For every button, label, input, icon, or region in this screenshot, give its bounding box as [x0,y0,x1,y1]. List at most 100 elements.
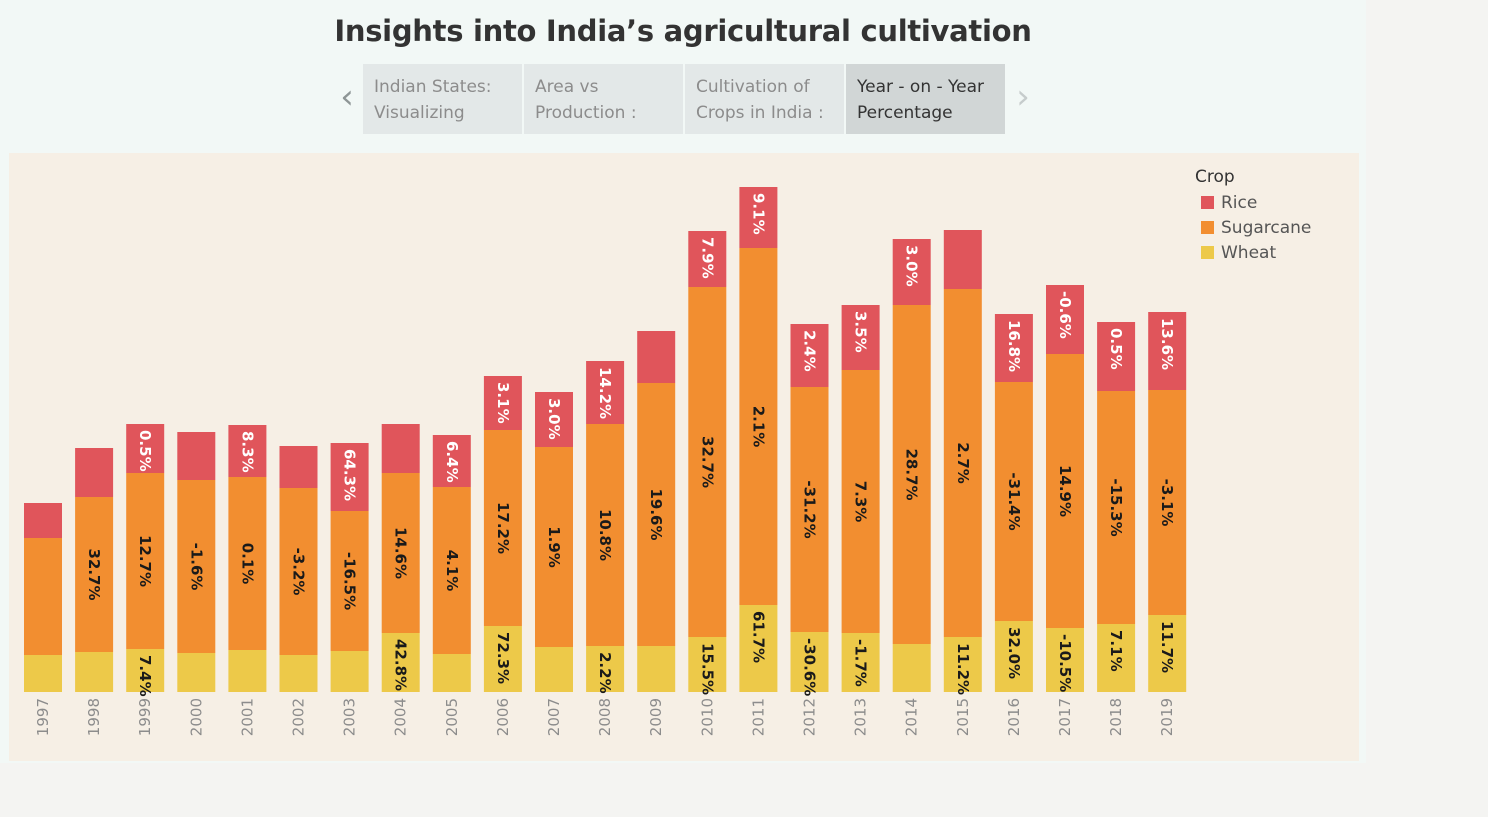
bar-wheat-2000[interactable] [177,653,216,692]
bar-sugarcane-2019[interactable] [1148,390,1187,615]
bar-rice-2008[interactable] [586,361,625,424]
bar-rice-2016[interactable] [994,314,1033,382]
bar-label-wheat-2004: 42.8% [392,639,410,691]
bar-rice-2012[interactable] [790,324,829,387]
bar-rice-2017[interactable] [1046,285,1084,354]
bar-wheat-2005[interactable] [432,654,471,692]
bar-sugarcane-2000[interactable] [177,480,216,653]
bar-sugarcane-1998[interactable] [75,497,114,652]
bar-wheat-2019[interactable] [1148,615,1187,692]
bar-wheat-2004[interactable] [381,633,420,692]
bar-label-sugarcane-2018: -15.3% [1107,478,1125,536]
bar-wheat-1999[interactable] [126,649,165,692]
bar-sugarcane-2017[interactable] [1046,354,1084,628]
legend-swatch-sugarcane [1201,221,1214,234]
bar-sugarcane-2015[interactable] [943,289,982,637]
bar-rice-2019[interactable] [1148,312,1187,390]
bar-label-wheat-2017: -10.5% [1056,634,1074,692]
bar-sugarcane-2004[interactable] [381,473,420,633]
chevron-right-icon[interactable]: › [1016,77,1030,117]
x-tick-label-2016: 2016 [1005,698,1023,736]
legend-item-rice[interactable]: Rice [1195,190,1311,215]
bar-sugarcane-2002[interactable] [279,488,318,655]
bar-rice-1999[interactable] [126,424,165,473]
bar-rice-2014[interactable] [892,239,931,305]
bar-wheat-2017[interactable] [1046,628,1084,692]
bar-label-wheat-2013: -1.7% [852,639,870,687]
legend-swatch-wheat [1201,246,1214,259]
bar-sugarcane-2013[interactable] [841,370,880,633]
bar-wheat-2014[interactable] [892,644,931,692]
bar-sugarcane-2008[interactable] [586,424,625,646]
bar-wheat-2015[interactable] [943,637,982,692]
bar-label-sugarcane-1999: 12.7% [136,535,154,587]
legend-item-sugarcane[interactable]: Sugarcane [1195,215,1311,240]
bar-rice-2000[interactable] [177,432,216,480]
bar-rice-2001[interactable] [228,425,267,477]
bar-rice-2018[interactable] [1097,322,1136,391]
x-tick-label-2017: 2017 [1056,698,1074,736]
chart-panel: 1997 32.7% 1998 7.4% 12.7% 0.5% 1999 -1.6% 2000 0… [9,153,1359,761]
bar-wheat-2002[interactable] [279,655,318,692]
bar-wheat-2011[interactable] [739,605,778,692]
story-point-cultivation-of-crops[interactable]: Cultivation of Crops in India : [685,64,844,134]
story-point-area-vs-production[interactable]: Area vs Production : [524,64,683,134]
bar-wheat-1998[interactable] [75,652,114,692]
bar-sugarcane-1999[interactable] [126,473,165,649]
bar-rice-2003[interactable] [330,443,369,511]
bar-rice-2006[interactable] [483,376,522,430]
bar-rice-2005[interactable] [432,435,471,487]
bar-label-sugarcane-2013: 7.3% [852,481,870,523]
legend-title: Crop [1195,167,1235,187]
bar-wheat-2012[interactable] [790,632,829,692]
x-tick-label-2000: 2000 [187,698,205,736]
bar-wheat-2009[interactable] [637,646,676,692]
bar-wheat-2013[interactable] [841,633,880,692]
bar-sugarcane-2012[interactable] [790,387,829,632]
bar-wheat-2003[interactable] [330,651,369,692]
bar-label-sugarcane-2008: 10.8% [596,509,614,561]
bar-sugarcane-2010[interactable] [688,287,727,637]
bar-rice-2013[interactable] [841,305,880,370]
bar-label-sugarcane-2019: -3.1% [1158,479,1176,527]
bar-wheat-2016[interactable] [994,621,1033,692]
bar-rice-2007[interactable] [535,392,573,447]
x-tick-label-2014: 2014 [903,698,921,736]
x-tick-label-2013: 2013 [852,698,870,736]
bar-rice-1998[interactable] [75,448,114,497]
bar-rice-2002[interactable] [279,446,318,488]
bar-label-sugarcane-2014: 28.7% [903,448,921,500]
story-point-yoy-percentage[interactable]: Year - on - Year Percentage [846,64,1005,134]
bar-label-wheat-1999: 7.4% [136,655,154,697]
bar-sugarcane-2014[interactable] [892,305,931,644]
footer-area [0,763,1366,817]
bar-sugarcane-2001[interactable] [228,477,267,650]
bar-rice-2010[interactable] [688,231,727,287]
story-point-indian-states[interactable]: Indian States: Visualizing [363,64,522,134]
bar-rice-2011[interactable] [739,187,778,248]
bar-sugarcane-2007[interactable] [535,447,573,647]
bar-sugarcane-1997[interactable] [24,538,62,655]
dashboard: Insights into India’s agricultural culti… [0,14,1366,817]
bar-rice-2009[interactable] [637,331,676,383]
bar-wheat-1997[interactable] [24,655,62,692]
bar-rice-1997[interactable] [24,503,62,538]
bar-wheat-2010[interactable] [688,637,727,692]
bar-wheat-2008[interactable] [586,646,625,692]
bar-wheat-2001[interactable] [228,650,267,692]
bar-wheat-2018[interactable] [1097,624,1136,692]
chevron-left-icon[interactable]: ‹ [340,77,354,117]
bar-sugarcane-2018[interactable] [1097,391,1136,624]
legend-item-wheat[interactable]: Wheat [1195,240,1311,265]
bar-rice-2004[interactable] [381,424,420,473]
bar-wheat-2006[interactable] [483,626,522,692]
bar-rice-2015[interactable] [943,230,982,289]
bar-wheat-2007[interactable] [535,647,573,692]
bar-sugarcane-2009[interactable] [637,383,676,646]
bar-sugarcane-2003[interactable] [330,511,369,651]
bar-sugarcane-2011[interactable] [739,248,778,605]
bar-label-rice-2010: 7.9% [698,237,716,279]
bar-sugarcane-2016[interactable] [994,382,1033,621]
bar-sugarcane-2006[interactable] [483,430,522,626]
bar-sugarcane-2005[interactable] [432,487,471,654]
